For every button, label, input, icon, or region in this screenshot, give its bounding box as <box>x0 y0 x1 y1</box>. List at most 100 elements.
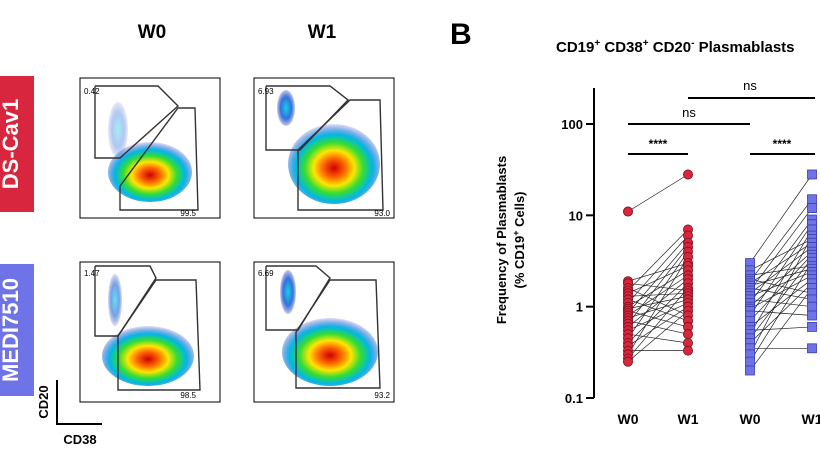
paired-line <box>627 287 689 316</box>
title-part-1: CD19 <box>556 39 594 56</box>
paired-line <box>749 265 813 276</box>
panel-b-letter: B <box>450 18 472 51</box>
row-label-ds-cav1: DS-Cav1 <box>0 76 34 212</box>
paired-line <box>627 299 689 319</box>
gate-upper-medi-w1: 6.69 <box>258 269 274 278</box>
paired-line <box>627 320 689 335</box>
paired-line <box>749 326 813 331</box>
sig-w1-w1: ns <box>743 78 757 93</box>
paired-line <box>627 278 689 328</box>
paired-line <box>749 278 813 328</box>
paired-line <box>749 174 813 264</box>
paired-line <box>749 287 813 300</box>
paired-line <box>627 235 689 304</box>
paired-line <box>749 278 813 294</box>
gate-upper-ds-w1: 6.93 <box>258 87 274 96</box>
row-label-medi7510-bar <box>0 264 34 396</box>
x-category-label: W0 <box>618 411 639 427</box>
data-point-square <box>745 365 755 376</box>
ylabel2-part-1: (% CD19 <box>512 236 527 289</box>
data-point-square <box>807 203 817 214</box>
data-point-circle <box>623 206 634 217</box>
paired-line <box>627 310 689 328</box>
ylabel2-part-2: Cells) <box>512 191 527 230</box>
row-label-medi7510-text: MEDI7510 <box>0 278 23 382</box>
axis-indicator-cd20: CD20 <box>36 385 51 418</box>
title-sup-3: - <box>691 38 694 49</box>
x-category-label: W1 <box>802 411 820 427</box>
y-tick-label: 0.1 <box>565 391 583 406</box>
paired-line <box>749 275 813 310</box>
sig-ds-w0-w1: **** <box>649 137 668 151</box>
panel-a: W0 W1 DS-Cav1 MEDI7510 0.42 99.5 <box>0 22 395 447</box>
paired-line <box>627 283 689 291</box>
paired-line <box>749 199 813 282</box>
flow-plot-medi-w0: 1.47 98.5 <box>79 261 221 403</box>
data-point-square <box>745 356 755 367</box>
title-sup-1: + <box>594 38 600 49</box>
y-axis-label-line2: (% CD19+ Cells) <box>511 191 527 288</box>
data-point-circle <box>683 169 694 180</box>
paired-line <box>749 254 813 322</box>
paired-line <box>627 229 689 291</box>
data-point-square <box>807 301 817 312</box>
column-header-w1: W1 <box>308 22 337 43</box>
flow-plot-medi-w1: 6.69 93.2 <box>253 261 395 403</box>
axis-indicator-cd38: CD38 <box>63 432 96 447</box>
data-points <box>623 169 817 376</box>
flow-plot-ds-w1: 6.93 93.0 <box>253 77 395 219</box>
data-point-circle <box>683 345 694 356</box>
paired-line <box>749 223 813 316</box>
paired-line <box>627 295 689 310</box>
y-tick-label: 100 <box>561 117 583 132</box>
axis-indicator: CD20 CD38 <box>36 380 102 447</box>
title-part-2: CD38 <box>600 39 643 56</box>
paired-line <box>627 251 689 339</box>
paired-line <box>627 333 689 344</box>
paired-line <box>749 283 813 344</box>
gate-lower-medi-w1: 93.2 <box>374 391 390 400</box>
gate-lower-ds-w0: 99.5 <box>180 209 196 218</box>
x-category-labels: W0 W1 W0 W1 <box>618 411 820 427</box>
paired-line <box>749 235 813 355</box>
data-point-square <box>807 310 817 321</box>
paired-line <box>749 219 813 304</box>
title-sup-2: + <box>643 38 649 49</box>
gate-lower-medi-w0: 98.5 <box>180 391 196 400</box>
data-point-square <box>807 343 817 354</box>
gate-upper-ds-w0: 0.42 <box>84 87 100 96</box>
y-tick-label: 10 <box>569 208 583 223</box>
significance-brackets: **** ns ns **** <box>628 78 815 155</box>
title-part-3: CD20 <box>649 39 692 56</box>
column-header-w0: W0 <box>138 22 167 43</box>
paired-line <box>627 299 689 322</box>
title-part-4: Plasmablasts <box>694 39 794 56</box>
gate-lower-ds-w1: 93.0 <box>374 209 390 218</box>
panel-b-title: CD19+ CD38+ CD20- Plasmablasts <box>556 38 795 56</box>
y-axis-label-line1: Frequency of Plasmablasts <box>494 156 509 324</box>
paired-line <box>749 251 813 307</box>
data-point-square <box>807 194 817 205</box>
ylabel2-sup: + <box>511 231 521 236</box>
paired-line <box>627 306 689 347</box>
paired-line <box>627 270 689 307</box>
paired-line <box>749 207 813 291</box>
paired-line <box>627 287 689 359</box>
paired-line <box>627 242 689 314</box>
paired-line <box>627 246 689 324</box>
paired-line <box>749 287 813 371</box>
x-category-label: W0 <box>740 411 761 427</box>
data-point-square <box>807 322 817 332</box>
paired-line <box>627 256 689 355</box>
sig-w0-w0: ns <box>682 105 696 120</box>
data-point-circle <box>683 329 694 340</box>
gate-upper-medi-w0: 1.47 <box>84 269 100 278</box>
paired-line <box>749 271 813 297</box>
paired-line <box>749 229 813 335</box>
row-label-medi7510: MEDI7510 <box>0 264 34 396</box>
paired-lines <box>627 174 813 371</box>
row-label-ds-cav1-text: DS-Cav1 <box>0 99 23 189</box>
paired-line <box>627 283 689 344</box>
paired-line <box>749 261 813 362</box>
row-label-ds-cav1-bar <box>0 76 34 212</box>
